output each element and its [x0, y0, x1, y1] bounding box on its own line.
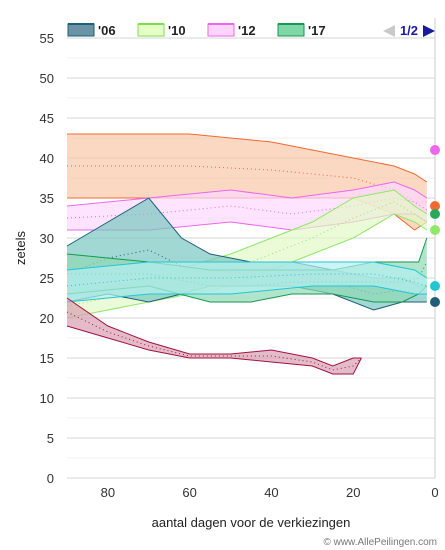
endpoint-marker — [430, 145, 440, 155]
band-lower-line-lightgreen — [66, 213, 428, 319]
endpoint-marker — [430, 201, 440, 211]
x-tick-label: 0 — [431, 485, 438, 500]
y-axis: 0 5 10 15 20 25 30 35 40 45 50 55 — [40, 31, 54, 486]
x-axis: 80 60 40 20 0 — [101, 485, 439, 500]
y-tick-label: 35 — [40, 191, 54, 206]
y-tick-label: 45 — [40, 111, 54, 126]
x-tick-label: 40 — [264, 485, 278, 500]
x-tick-label: 60 — [182, 485, 196, 500]
band-upper-line-orange — [67, 133, 428, 183]
endpoint-marker — [430, 209, 440, 219]
legend-label: '06 — [98, 23, 116, 38]
endpoint-marker — [430, 281, 440, 291]
band-mean-line-pink — [66, 197, 428, 219]
band-crimson — [67, 298, 362, 374]
y-tick-label: 5 — [47, 431, 54, 446]
y-tick-label: 50 — [40, 71, 54, 86]
legend-swatch — [277, 23, 305, 37]
y-tick-label: 10 — [40, 391, 54, 406]
y-tick-label: 30 — [40, 231, 54, 246]
legend-label: '17 — [308, 23, 326, 38]
band-lower-line-crimson — [66, 325, 362, 375]
y-tick-label: 0 — [47, 471, 54, 486]
legend-swatch — [67, 23, 95, 37]
band-orange — [67, 134, 427, 230]
band-upper-line-crimson — [66, 297, 362, 367]
endpoint-marker — [430, 297, 440, 307]
band-mean-line-lightgreen — [66, 201, 428, 307]
credit-text: © www.AllePeilingen.com — [323, 537, 437, 548]
legend-label: '12 — [238, 23, 256, 38]
previous-arrow-icon[interactable] — [383, 25, 395, 37]
band-cyan — [67, 262, 427, 302]
y-tick-label: 15 — [40, 351, 54, 366]
legend-label: '10 — [168, 23, 186, 38]
legend-swatch — [207, 23, 235, 37]
x-tick-label: 80 — [101, 485, 115, 500]
y-tick-label: 25 — [40, 271, 54, 286]
legend-swatch — [137, 23, 165, 37]
band-upper-line-cyan — [66, 261, 428, 279]
pager[interactable]: 1/2 — [383, 23, 435, 38]
band-mean-line-cyan — [66, 273, 427, 287]
band-lower-line-cyan — [66, 285, 427, 303]
x-axis-label: aantal dagen voor de verkiezingen — [152, 515, 351, 530]
band-mean-line-crimson — [66, 311, 362, 371]
page-indicator: 1/2 — [400, 23, 418, 38]
y-axis-label: zetels — [13, 231, 28, 265]
x-tick-label: 20 — [346, 485, 360, 500]
endpoint-markers — [430, 145, 440, 307]
legend: '06 '10 '12 '17 — [67, 23, 326, 38]
band-upper-line-pink — [66, 181, 428, 207]
y-tick-label: 40 — [40, 151, 54, 166]
series-bands — [66, 133, 428, 375]
endpoint-marker — [430, 225, 440, 235]
y-tick-label: 20 — [40, 311, 54, 326]
next-arrow-icon[interactable] — [423, 25, 435, 37]
y-tick-label: 55 — [40, 31, 54, 46]
